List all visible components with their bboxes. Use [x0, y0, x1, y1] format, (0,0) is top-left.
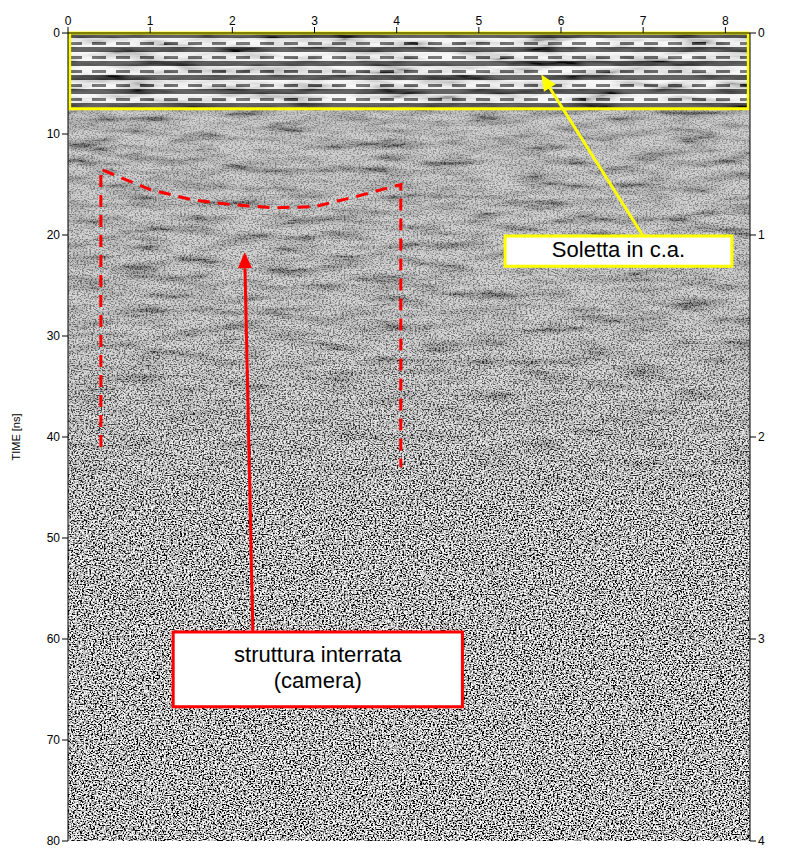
- svg-text:30: 30: [47, 329, 61, 343]
- svg-text:4: 4: [393, 14, 400, 28]
- svg-text:3: 3: [311, 14, 318, 28]
- svg-text:7: 7: [640, 14, 647, 28]
- svg-text:40: 40: [47, 430, 61, 444]
- svg-text:60: 60: [47, 632, 61, 646]
- svg-text:20: 20: [47, 228, 61, 242]
- svg-text:8: 8: [722, 14, 729, 28]
- svg-text:0: 0: [65, 14, 72, 28]
- svg-text:6: 6: [558, 14, 565, 28]
- svg-text:1: 1: [758, 228, 765, 242]
- svg-text:2: 2: [758, 430, 765, 444]
- svg-text:Soletta in c.a.: Soletta in c.a.: [552, 237, 685, 262]
- svg-text:2: 2: [229, 14, 236, 28]
- svg-text:struttura interrata(camera): struttura interrata(camera): [234, 642, 402, 692]
- svg-text:3: 3: [758, 632, 765, 646]
- svg-text:0: 0: [758, 26, 765, 40]
- svg-text:50: 50: [47, 531, 61, 545]
- svg-text:TIME [ns]: TIME [ns]: [10, 413, 22, 460]
- svg-text:70: 70: [47, 733, 61, 747]
- svg-text:1: 1: [147, 14, 154, 28]
- svg-text:4: 4: [758, 834, 765, 848]
- svg-text:80: 80: [47, 834, 61, 848]
- svg-text:5: 5: [475, 14, 482, 28]
- svg-text:0: 0: [53, 26, 60, 40]
- svg-text:10: 10: [47, 127, 61, 141]
